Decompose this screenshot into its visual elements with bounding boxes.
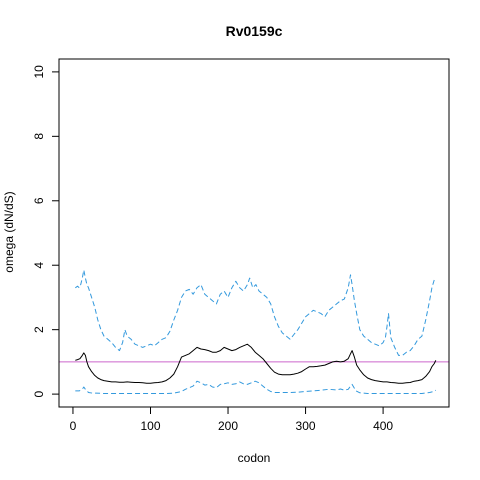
y-axis-label: omega (dN/dS)	[2, 191, 16, 272]
plot-area	[59, 269, 449, 394]
y-tick-label: 10	[32, 65, 46, 79]
y-tick-label: 8	[32, 133, 46, 140]
series-line-mean	[75, 343, 437, 384]
y-tick-label: 4	[32, 262, 46, 269]
x-tick-label: 400	[373, 419, 393, 433]
x-tick-label: 0	[70, 419, 77, 433]
y-tick-label: 0	[32, 390, 46, 397]
x-tick-label: 200	[218, 419, 238, 433]
y-tick-label: 6	[32, 197, 46, 204]
x-tick-label: 100	[140, 419, 160, 433]
chart-title: Rv0159c	[226, 23, 283, 39]
y-tick-label: 2	[32, 326, 46, 333]
x-axis-label: codon	[238, 451, 271, 465]
x-tick-label: 300	[296, 419, 316, 433]
series-line-lower	[75, 380, 437, 394]
plot-frame	[58, 58, 450, 408]
